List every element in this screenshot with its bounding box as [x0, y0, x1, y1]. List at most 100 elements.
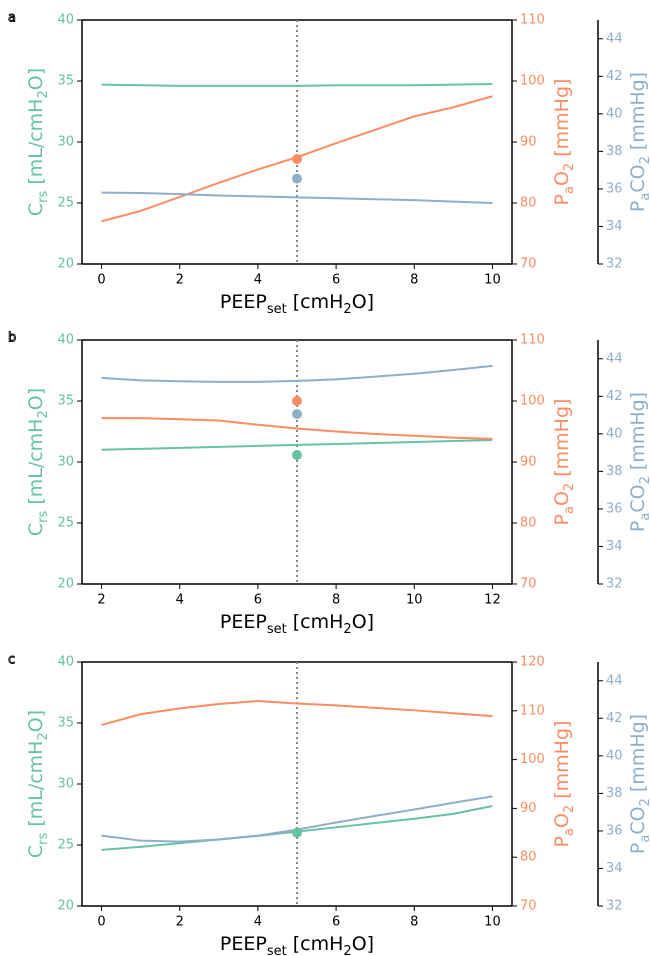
- y3-tick-label: 32: [606, 257, 623, 272]
- line: [101, 191, 493, 204]
- label-part: rs: [36, 833, 51, 845]
- y-axis-label: Crs [mL/cmH2O]: [25, 388, 52, 536]
- y2-tick-label: 80: [520, 196, 537, 211]
- y3-tick-label: 40: [606, 748, 623, 763]
- marker: [292, 827, 302, 838]
- y3-tick-label: 44: [606, 31, 623, 46]
- marker: [292, 154, 302, 165]
- y2-tick-label: 80: [520, 516, 537, 531]
- x-tick-label: 10: [484, 273, 501, 288]
- label-part: O]: [352, 933, 374, 955]
- label-part: a: [562, 506, 577, 514]
- label-part: CO: [627, 806, 649, 834]
- label-part: 2: [562, 163, 577, 171]
- x-tick-label: 0: [97, 273, 105, 288]
- y3-tick-label: 44: [606, 351, 623, 366]
- marker: [292, 396, 302, 406]
- label-part: PEEP: [220, 611, 267, 633]
- y-tick-label: 30: [57, 135, 74, 150]
- label-part: [mmHg]: [551, 79, 573, 163]
- y-tick-label: 40: [57, 13, 74, 28]
- label-part: [mmHg]: [551, 399, 573, 483]
- label-part: a: [638, 513, 651, 521]
- label-part: CO: [627, 164, 649, 192]
- label-part: a: [638, 193, 651, 201]
- label-part: [cmH: [287, 933, 344, 955]
- label-part: [mmHg]: [627, 392, 649, 476]
- y2-tick-label: 120: [520, 655, 545, 670]
- label-part: rs: [36, 191, 51, 203]
- y3-tick-label: 38: [606, 786, 623, 801]
- y3-tick-label: 36: [606, 501, 623, 516]
- x-tick-label: 4: [254, 915, 262, 930]
- y3-tick-label: 40: [606, 106, 623, 121]
- x-tick-label: 0: [97, 915, 105, 930]
- y-tick-label: 20: [57, 577, 74, 592]
- y3-tick-label: 36: [606, 181, 623, 196]
- y2-tick-label: 90: [520, 455, 537, 470]
- y2-axis-label: PaO2 [mmHg]: [551, 721, 578, 848]
- x-tick-label: 2: [176, 273, 184, 288]
- y-axis-label: Crs [mL/cmH2O]: [25, 710, 52, 858]
- y2-tick-label: 70: [520, 257, 537, 272]
- x-tick-label: 6: [332, 273, 340, 288]
- marker: [292, 409, 302, 420]
- label-part: [mmHg]: [627, 714, 649, 798]
- label-part: [mL/cmH: [25, 419, 47, 511]
- label-part: 2: [638, 476, 651, 484]
- label-part: [cmH: [287, 611, 344, 633]
- label-part: [mL/cmH: [25, 99, 47, 191]
- y-tick-label: 20: [57, 257, 74, 272]
- label-part: [mL/cmH: [25, 741, 47, 833]
- y2-tick-label: 110: [520, 703, 545, 718]
- label-part: O: [551, 171, 573, 186]
- label-part: 2: [343, 622, 351, 637]
- label-part: [mmHg]: [551, 721, 573, 805]
- label-part: O]: [25, 68, 47, 90]
- y2-tick-label: 110: [520, 13, 545, 28]
- y2-tick-label: 70: [520, 899, 537, 914]
- label-part: 2: [638, 156, 651, 164]
- label-part: P: [627, 843, 649, 854]
- label-part: O]: [352, 611, 374, 633]
- y-tick-label: 25: [57, 516, 74, 531]
- label-part: C: [25, 523, 47, 536]
- label-part: set: [267, 622, 287, 637]
- label-part: rs: [36, 511, 51, 523]
- x-tick-label: 4: [254, 273, 262, 288]
- y3-tick-label: 38: [606, 144, 623, 159]
- x-axis-label: PEEPset [cmH2O]: [220, 291, 374, 318]
- y2-tick-label: 100: [520, 394, 545, 409]
- y-tick-label: 35: [57, 394, 74, 409]
- label-part: C: [25, 203, 47, 216]
- y-tick-label: 25: [57, 196, 74, 211]
- label-part: a: [638, 835, 651, 843]
- y3-tick-label: 44: [606, 673, 623, 688]
- x-tick-label: 2: [176, 915, 184, 930]
- x-tick-label: 6: [332, 915, 340, 930]
- y-tick-label: 25: [57, 838, 74, 853]
- label-part: 2: [36, 90, 51, 98]
- label-part: [mmHg]: [627, 72, 649, 156]
- x-tick-label: 6: [254, 593, 262, 608]
- y-tick-label: 30: [57, 455, 74, 470]
- y3-tick-label: 34: [606, 861, 623, 876]
- panel-label: a: [8, 11, 16, 26]
- y3-axis-label: PaCO2 [mmHg]: [627, 714, 651, 854]
- y3-axis-label: PaCO2 [mmHg]: [627, 72, 651, 212]
- panel-label: b: [8, 331, 16, 346]
- label-part: P: [551, 514, 573, 525]
- label-part: 2: [562, 805, 577, 813]
- label-part: O]: [25, 388, 47, 410]
- label-part: 2: [343, 944, 351, 956]
- label-part: PEEP: [220, 933, 267, 955]
- label-part: set: [267, 944, 287, 956]
- x-tick-label: 8: [332, 593, 340, 608]
- marker: [292, 173, 302, 184]
- label-part: 2: [36, 410, 51, 418]
- y2-tick-label: 110: [520, 333, 545, 348]
- label-part: O]: [25, 710, 47, 732]
- label-part: a: [562, 828, 577, 836]
- label-part: a: [562, 186, 577, 194]
- x-tick-label: 10: [484, 915, 501, 930]
